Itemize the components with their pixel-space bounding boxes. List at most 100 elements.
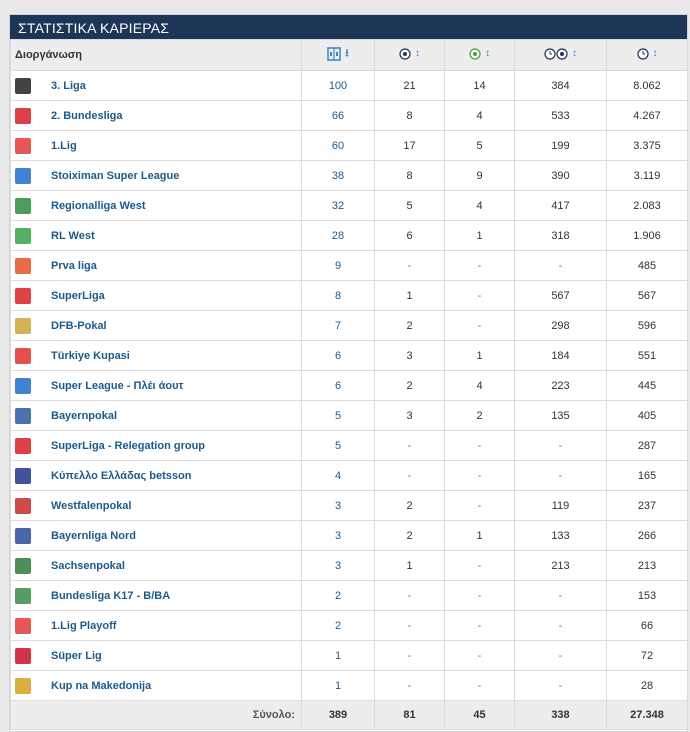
total-minutes-played: 27.348 <box>606 700 688 730</box>
competition-link[interactable]: RL West <box>51 229 95 242</box>
competition-logo-icon <box>15 377 31 394</box>
sort-toggle-icon[interactable]: ↕ <box>652 48 658 59</box>
assists-icon <box>469 47 481 60</box>
column-header-appearances[interactable]: ⭳ <box>301 39 375 71</box>
competition-logo-icon <box>15 287 31 304</box>
table-row: Κύπελλο Ελλάδας betsson 4- - -165 <box>10 460 688 491</box>
competition-link[interactable]: Kup na Makedonija <box>51 679 152 692</box>
appearances-cell[interactable]: 32 <box>301 190 375 221</box>
assists-cell: 4 <box>444 190 515 221</box>
appearances-cell[interactable]: 5 <box>301 430 375 461</box>
appearances-cell[interactable]: 66 <box>301 100 375 131</box>
minutes-played-cell: 1.906 <box>606 220 688 251</box>
appearances-cell[interactable]: 60 <box>301 130 375 161</box>
competition-link[interactable]: Türkiye Kupasi <box>51 349 130 362</box>
sort-down-icon[interactable]: ⭳ <box>345 47 349 59</box>
appearances-cell[interactable]: 28 <box>301 220 375 251</box>
minutes-per-goal-cell: - <box>514 670 607 701</box>
competition-link[interactable]: Süper Lig <box>51 649 102 662</box>
competition-cell: Super League - Πλέι άουτ <box>10 370 302 401</box>
assists-cell: - <box>444 580 515 611</box>
appearances-cell[interactable]: 5 <box>301 400 375 431</box>
competition-link[interactable]: 1.Lig Playoff <box>51 619 117 632</box>
competition-link[interactable]: 2. Bundesliga <box>51 109 123 122</box>
appearances-cell[interactable]: 6 <box>301 340 375 371</box>
appearances-cell[interactable]: 8 <box>301 280 375 311</box>
sort-toggle-icon[interactable]: ↕ <box>485 48 490 59</box>
minutes-played-cell: 8.062 <box>606 70 688 101</box>
competition-link[interactable]: DFB-Pokal <box>51 319 107 332</box>
goals-cell: 1 <box>374 280 445 311</box>
assists-cell: - <box>444 670 515 701</box>
competition-link[interactable]: Stoiximan Super League <box>51 169 180 182</box>
competition-link[interactable]: Bayernpokal <box>51 409 118 422</box>
column-header-assists[interactable]: ↕ <box>444 39 515 71</box>
table-row: SuperLiga 8 1-567 567 <box>10 280 688 311</box>
appearances-cell[interactable]: 38 <box>301 160 375 191</box>
appearances-cell[interactable]: 1 <box>301 670 375 701</box>
competition-link[interactable]: 3. Liga <box>51 79 86 92</box>
column-header-goals[interactable]: ↕ <box>374 39 445 71</box>
table-row: Süper Lig 1- - -72 <box>10 640 688 671</box>
sort-toggle-icon[interactable]: ↕ <box>572 48 577 59</box>
competition-logo-icon <box>15 677 31 694</box>
competition-link[interactable]: Sachsenpokal <box>51 559 125 572</box>
minutes-per-goal-cell: - <box>514 430 607 461</box>
competition-cell: Bayernpokal <box>10 400 302 431</box>
appearances-cell[interactable]: 9 <box>301 250 375 281</box>
column-header-competition: Διοργάνωση <box>10 39 302 71</box>
minutes-played-cell: 237 <box>606 490 688 521</box>
minutes-played-cell: 72 <box>606 640 688 671</box>
minutes-played-cell: 266 <box>606 520 688 551</box>
column-header-minutes-per-goal[interactable]: ↕ <box>514 39 607 71</box>
appearances-cell[interactable]: 3 <box>301 550 375 581</box>
competition-logo-icon <box>15 407 31 424</box>
assists-cell: - <box>444 550 515 581</box>
competition-link[interactable]: Regionalliga West <box>51 199 146 212</box>
competition-link[interactable]: Westfalenpokal <box>51 499 132 512</box>
table-row: RL West 28 6 1 318 1.906 <box>10 220 688 251</box>
total-assists: 45 <box>444 700 515 730</box>
competition-link[interactable]: Prva liga <box>51 259 97 272</box>
minutes-played-cell: 213 <box>606 550 688 581</box>
totals-row: Σύνολο: 389 81 45 338 27.348 <box>10 700 688 730</box>
assists-cell: 4 <box>444 370 515 401</box>
appearances-cell[interactable]: 3 <box>301 490 375 521</box>
competition-link[interactable]: Bayernliga Nord <box>51 529 136 542</box>
appearances-cell[interactable]: 100 <box>301 70 375 101</box>
table-row: Super League - Πλέι άουτ 6 2 4 223 445 <box>10 370 688 401</box>
competition-cell: Süper Lig <box>10 640 302 671</box>
table-row: 1.Lig Playoff 2- - -66 <box>10 610 688 641</box>
column-header-minutes-played[interactable]: ↕ <box>606 39 688 71</box>
minutes-per-goal-cell: 135 <box>514 400 607 431</box>
competition-link[interactable]: Bundesliga K17 - B/BA <box>51 589 171 602</box>
competition-logo-icon <box>15 107 31 124</box>
competition-link[interactable]: 1.Lig <box>51 139 77 152</box>
appearances-cell[interactable]: 4 <box>301 460 375 491</box>
appearances-cell[interactable]: 2 <box>301 580 375 611</box>
competition-logo-icon <box>15 137 31 154</box>
competition-link[interactable]: Super League - Πλέι άουτ <box>51 379 184 392</box>
assists-cell: 2 <box>444 400 515 431</box>
competition-link[interactable]: SuperLiga <box>51 289 105 302</box>
goals-cell: - <box>374 580 445 611</box>
appearances-cell[interactable]: 3 <box>301 520 375 551</box>
competition-logo-icon <box>15 587 31 604</box>
appearances-cell[interactable]: 6 <box>301 370 375 401</box>
minutes-per-goal-cell: - <box>514 610 607 641</box>
assists-cell: - <box>444 280 515 311</box>
competition-cell: Kup na Makedonija <box>10 670 302 701</box>
appearances-cell[interactable]: 7 <box>301 310 375 341</box>
minutes-played-cell: 551 <box>606 340 688 371</box>
minutes-per-goal-cell: 533 <box>514 100 607 131</box>
competition-link[interactable]: Κύπελλο Ελλάδας betsson <box>51 469 192 482</box>
sort-toggle-icon[interactable]: ↕ <box>415 48 420 59</box>
table-row: Bayernliga Nord 3 2 1 133 266 <box>10 520 688 551</box>
competition-link[interactable]: SuperLiga - Relegation group <box>51 439 206 452</box>
table-header-row: Διοργάνωση ⭳ ↕ ↕ <box>10 39 688 71</box>
appearances-cell[interactable]: 1 <box>301 640 375 671</box>
minutes-per-goal-cell: 184 <box>514 340 607 371</box>
minutes-per-goal-icon <box>544 47 568 60</box>
appearances-cell[interactable]: 2 <box>301 610 375 641</box>
minutes-per-goal-cell: - <box>514 460 607 491</box>
